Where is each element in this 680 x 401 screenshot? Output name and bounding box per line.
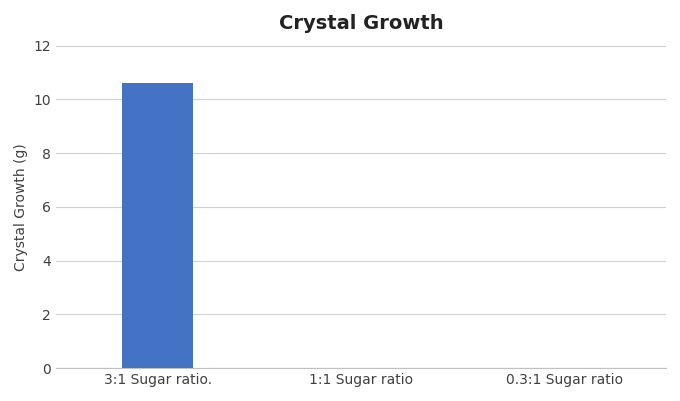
Title: Crystal Growth: Crystal Growth: [279, 14, 443, 33]
Y-axis label: Crystal Growth (g): Crystal Growth (g): [14, 143, 28, 271]
Bar: [122, 83, 193, 368]
